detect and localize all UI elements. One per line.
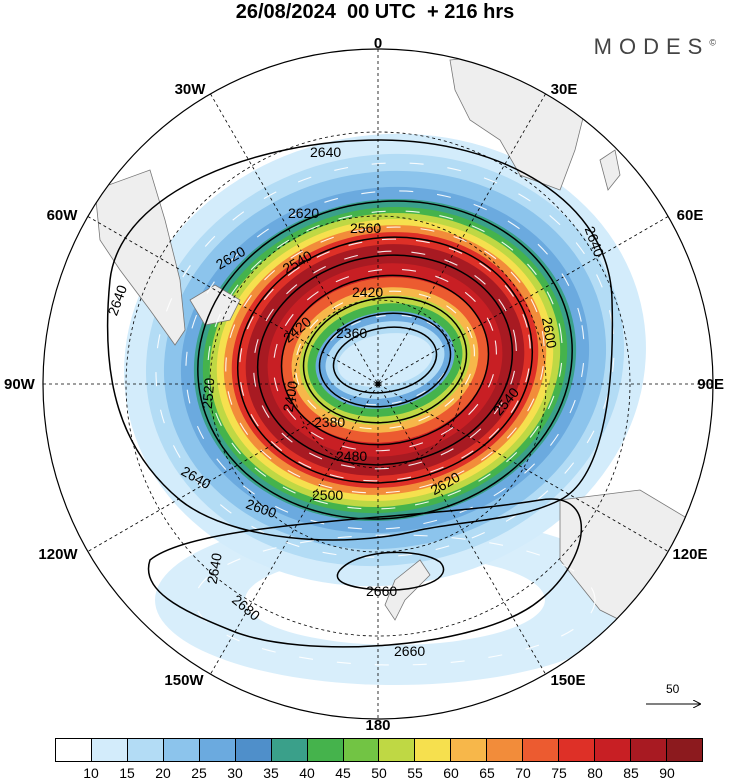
lon-label-180: 180 bbox=[365, 717, 390, 734]
contour-2480 bbox=[280, 274, 490, 446]
reference-vector: 50 bbox=[644, 682, 704, 712]
height-contours bbox=[106, 139, 614, 648]
colorbar-tick: 75 bbox=[551, 765, 567, 781]
colorbar-tick: 65 bbox=[479, 765, 495, 781]
colorbar-tick: 15 bbox=[119, 765, 135, 781]
colorbar-cell bbox=[127, 739, 164, 761]
colorbar-cell bbox=[271, 739, 308, 761]
copyright-mark: © bbox=[709, 37, 716, 48]
contour-2560 bbox=[236, 236, 534, 484]
colorbar-cell bbox=[307, 739, 344, 761]
colorbar-cell bbox=[559, 739, 596, 761]
contour-2620 bbox=[197, 200, 573, 520]
contour-label: 2640 bbox=[310, 144, 341, 160]
colorbar-cell bbox=[595, 739, 631, 761]
contour-2540 bbox=[256, 254, 514, 466]
madagascar-island bbox=[599, 149, 621, 191]
lon-label-120e: 120E bbox=[672, 546, 707, 563]
colorbar-tick: 70 bbox=[515, 765, 531, 781]
lon-label-0: 0 bbox=[374, 35, 382, 52]
contour-label: 2660 bbox=[366, 583, 397, 599]
colorbar-cell bbox=[487, 739, 524, 761]
contour-label: 2360 bbox=[336, 325, 367, 341]
colorbar-tick: 50 bbox=[371, 765, 387, 781]
map-title: 26/08/2024 00 UTC + 216 hrs bbox=[235, 1, 515, 23]
contour-label: 2620 bbox=[288, 205, 319, 221]
colorbar-tick: 80 bbox=[587, 765, 603, 781]
contour-label: 2380 bbox=[314, 414, 345, 430]
contour-2380 bbox=[318, 312, 452, 408]
contour-label: 2640 bbox=[104, 283, 130, 318]
colorbar-tick: 25 bbox=[191, 765, 207, 781]
reference-arrow-icon bbox=[646, 682, 704, 712]
lon-label-90e: 90E bbox=[697, 376, 724, 393]
colorbar-tick: 35 bbox=[263, 765, 279, 781]
longitude-labels: 0 30E 60E 90E 120E 150E 180 150W 120W 90… bbox=[4, 35, 724, 734]
contour-label: 2600 bbox=[539, 316, 560, 350]
colorbar-cell bbox=[379, 739, 416, 761]
colorbar-tick: 20 bbox=[155, 765, 171, 781]
contour-label: 2640 bbox=[204, 552, 225, 586]
colorbar-cell bbox=[56, 739, 92, 761]
contour-label: 2520 bbox=[199, 377, 218, 410]
contour-2420 bbox=[302, 296, 468, 424]
colorbar-cell bbox=[631, 739, 667, 761]
colorbar-tick: 30 bbox=[227, 765, 243, 781]
colorbar-cell bbox=[163, 739, 200, 761]
colorbar-cell bbox=[91, 739, 128, 761]
south-america-landmass bbox=[94, 169, 186, 346]
lon-label-60e: 60E bbox=[677, 207, 704, 224]
contour-label: 2480 bbox=[336, 448, 367, 464]
contour-label: 2420 bbox=[352, 284, 383, 300]
lon-label-90w: 90W bbox=[4, 376, 36, 393]
lon-label-150w: 150W bbox=[164, 672, 204, 689]
contour-2640-outer bbox=[106, 139, 614, 541]
lon-label-60w: 60W bbox=[47, 207, 79, 224]
new-zealand-island bbox=[384, 559, 431, 621]
wind-streamlines bbox=[155, 162, 615, 666]
colorbar-tick: 10 bbox=[83, 765, 99, 781]
colorbar-tick: 45 bbox=[335, 765, 351, 781]
contour-2680 bbox=[336, 551, 445, 591]
wind-speed-colorbar bbox=[55, 738, 703, 762]
colorbar-cell bbox=[235, 739, 272, 761]
colorbar-tick: 90 bbox=[659, 765, 675, 781]
colorbar-tick: 55 bbox=[407, 765, 423, 781]
colorbar-tick: 40 bbox=[299, 765, 315, 781]
lon-label-30w: 30W bbox=[175, 81, 207, 98]
colorbar-tick: 85 bbox=[623, 765, 639, 781]
colorbar-tick: 60 bbox=[443, 765, 459, 781]
polar-map: 2640 2620 2620 2640 2640 2560 2540 2420 … bbox=[4, 35, 724, 734]
colorbar-tick-labels: 10 15 20 25 30 35 40 45 50 55 60 65 70 75 80 85 90 bbox=[55, 765, 703, 781]
lon-label-30e: 30E bbox=[551, 81, 578, 98]
lon-label-120w: 120W bbox=[38, 546, 78, 563]
map-boundary bbox=[42, 48, 714, 720]
contour-2360 bbox=[332, 326, 438, 394]
reference-vector-label: 50 bbox=[666, 682, 680, 696]
contour-label: 2660 bbox=[394, 643, 425, 659]
colorbar-cell bbox=[415, 739, 452, 761]
south-pole-marker bbox=[375, 381, 381, 387]
contour-2660 bbox=[147, 498, 582, 648]
contour-label: 2400 bbox=[280, 380, 301, 414]
lon-label-150e: 150E bbox=[550, 672, 585, 689]
colorbar-cell bbox=[666, 739, 702, 761]
contour-label: 2500 bbox=[312, 487, 343, 503]
colorbar-cell bbox=[523, 739, 560, 761]
graticule bbox=[43, 49, 713, 719]
colorbar-cell bbox=[451, 739, 488, 761]
brand-name: MODES bbox=[593, 34, 710, 59]
brand-logo: MODES© bbox=[594, 34, 716, 60]
contour-label: 2560 bbox=[350, 220, 381, 236]
colorbar-cell bbox=[343, 739, 380, 761]
colorbar-cell bbox=[199, 739, 236, 761]
